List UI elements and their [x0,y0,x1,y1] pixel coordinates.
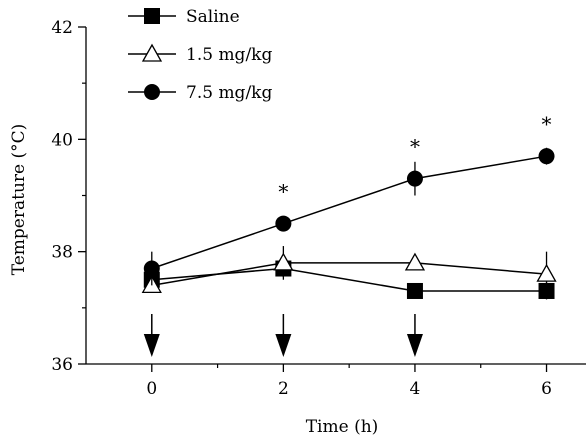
data-point [143,260,160,277]
significance-marker: * [278,180,288,204]
x-tick-label: 2 [278,379,289,399]
significance-annotations: * * * [278,112,551,203]
significance-marker: * [410,135,420,159]
data-point [536,263,557,282]
data-point [538,148,555,165]
y-tick-label: 42 [51,18,73,38]
arrow-head [275,334,292,357]
legend-label: 1.5 mg/kg [186,45,272,65]
data-point [404,252,426,271]
data-point [273,252,294,271]
series-line [151,155,547,270]
injection-arrows [143,314,423,357]
y-tick-label: 36 [51,355,73,375]
legend-item: 1.5 mg/kg [128,43,272,65]
y-tick-label: 38 [51,243,73,263]
series-group [141,147,557,300]
y-tick-label: 40 [51,130,73,150]
series-7.5 mg/kg [143,147,555,286]
data-point [275,215,292,232]
series-1.5 mg/kg [141,246,557,297]
legend-marker [144,8,160,24]
legend: Saline 1.5 mg/kg 7.5 mg/kg [128,7,272,103]
legend-item: 7.5 mg/kg [128,83,272,103]
data-point [406,282,423,299]
legend-marker [141,43,163,62]
significance-marker: * [542,112,552,136]
series-line [151,267,547,292]
series-Saline [143,260,555,300]
arrow-head [143,334,160,357]
x-tick-label: 6 [541,379,552,399]
arrow-head [406,334,423,357]
x-tick-label: 4 [410,379,421,399]
series-line [151,262,547,287]
x-axis-title: Time (h) [306,417,379,436]
data-point [406,170,423,187]
axes: 36 38 40 42 0 2 4 6 [51,18,586,399]
legend-marker [144,84,160,100]
legend-item: Saline [128,7,240,27]
y-axis-title: Temperature (°C) [9,124,29,276]
x-tick-label: 0 [146,379,157,399]
legend-label: 7.5 mg/kg [186,83,272,103]
legend-label: Saline [186,7,240,27]
